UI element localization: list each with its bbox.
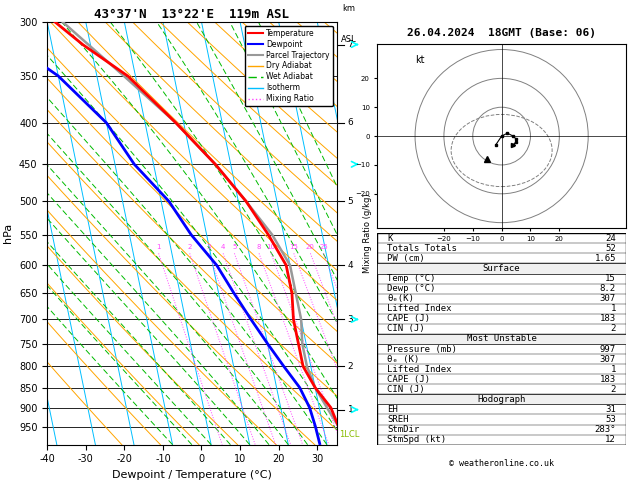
Text: 8.2: 8.2 [600,284,616,293]
Bar [377,263,626,274]
Text: CAPE (J): CAPE (J) [387,375,430,384]
Text: 31: 31 [605,405,616,414]
Bar [377,394,626,404]
Bar [377,334,626,344]
Text: 53: 53 [605,415,616,424]
Text: 183: 183 [600,375,616,384]
Text: 2: 2 [187,244,192,250]
Text: Hodograph: Hodograph [477,395,526,404]
Text: 1LCL: 1LCL [339,430,359,439]
Text: CAPE (J): CAPE (J) [387,314,430,323]
Text: 15: 15 [289,244,298,250]
Text: 24: 24 [605,234,616,243]
Text: 4: 4 [221,244,225,250]
Text: 15: 15 [605,274,616,283]
Legend: Temperature, Dewpoint, Parcel Trajectory, Dry Adiabat, Wet Adiabat, Isotherm, Mi: Temperature, Dewpoint, Parcel Trajectory… [245,26,333,106]
Text: 307: 307 [600,355,616,364]
Text: 6: 6 [347,119,353,127]
Text: EH: EH [387,405,398,414]
Text: Most Unstable: Most Unstable [467,334,537,344]
Text: kt: kt [415,55,425,65]
Text: Pressure (mb): Pressure (mb) [387,345,457,353]
Text: 1: 1 [157,244,161,250]
Text: Dewp (°C): Dewp (°C) [387,284,436,293]
Text: θₑ(K): θₑ(K) [387,294,415,303]
Title: 43°37'N  13°22'E  119m ASL: 43°37'N 13°22'E 119m ASL [94,8,289,21]
Text: θₑ (K): θₑ (K) [387,355,420,364]
Text: PW (cm): PW (cm) [387,254,425,263]
Text: 52: 52 [605,244,616,253]
Text: 10: 10 [267,244,276,250]
Text: 26.04.2024  18GMT (Base: 06): 26.04.2024 18GMT (Base: 06) [407,28,596,38]
Text: 1: 1 [347,405,353,414]
Text: 4: 4 [348,261,353,270]
Text: 2: 2 [611,385,616,394]
Text: Lifted Index: Lifted Index [387,304,452,313]
Text: K: K [387,234,392,243]
Text: Lifted Index: Lifted Index [387,364,452,374]
Text: ASL: ASL [342,35,357,44]
Text: 2: 2 [611,325,616,333]
Text: SREH: SREH [387,415,409,424]
Text: 2: 2 [348,362,353,371]
Text: CIN (J): CIN (J) [387,385,425,394]
Text: 8: 8 [257,244,261,250]
Text: CIN (J): CIN (J) [387,325,425,333]
Text: 307: 307 [600,294,616,303]
Text: Mixing Ratio (g/kg): Mixing Ratio (g/kg) [363,193,372,273]
Text: 1.65: 1.65 [594,254,616,263]
Text: Totals Totals: Totals Totals [387,244,457,253]
Text: 1: 1 [611,304,616,313]
Text: 997: 997 [600,345,616,353]
X-axis label: Dewpoint / Temperature (°C): Dewpoint / Temperature (°C) [112,470,272,480]
Text: Surface: Surface [483,264,520,273]
Y-axis label: hPa: hPa [3,223,13,243]
Text: 7: 7 [347,40,353,49]
Text: 5: 5 [347,197,353,206]
Text: 283°: 283° [594,425,616,434]
Text: 3: 3 [207,244,211,250]
Text: 20: 20 [306,244,315,250]
Text: StmSpd (kt): StmSpd (kt) [387,435,447,444]
Text: 5: 5 [232,244,237,250]
Text: © weatheronline.co.uk: © weatheronline.co.uk [449,459,554,469]
Text: 183: 183 [600,314,616,323]
Text: 3: 3 [347,315,353,324]
Text: Temp (°C): Temp (°C) [387,274,436,283]
Text: km: km [343,4,355,14]
Text: 25: 25 [319,244,328,250]
Text: StmDir: StmDir [387,425,420,434]
Text: 1: 1 [611,364,616,374]
Text: 12: 12 [605,435,616,444]
